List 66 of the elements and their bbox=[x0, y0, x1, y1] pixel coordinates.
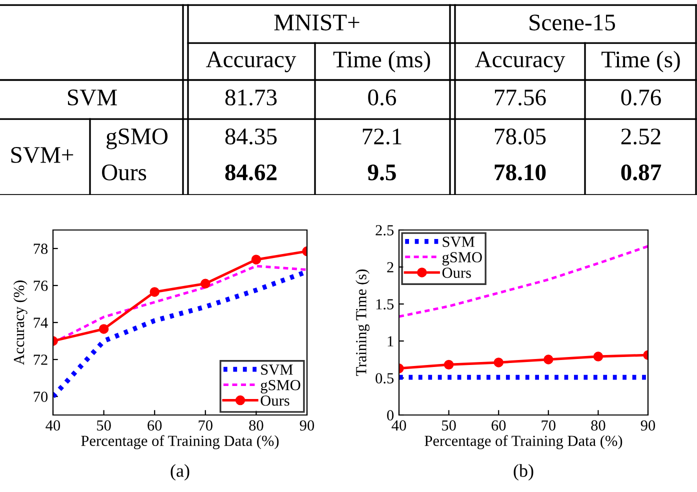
point bbox=[494, 358, 504, 368]
y-tick-label: 2 bbox=[387, 262, 394, 272]
x-tick-label: 70 bbox=[542, 420, 556, 431]
text: SVM+ bbox=[11, 147, 74, 164]
point bbox=[98, 324, 109, 334]
text: 0.6 bbox=[368, 89, 396, 106]
point bbox=[444, 360, 454, 370]
legend-label: SVM bbox=[442, 236, 474, 248]
y-tick-label: 2.5 bbox=[376, 225, 394, 236]
text: 0.87 bbox=[621, 164, 662, 180]
x-tick-label: 40 bbox=[46, 420, 60, 431]
x-tick-label: 80 bbox=[591, 420, 606, 431]
text: 84.62 bbox=[225, 164, 277, 180]
x-axis-title: Percentage of Training Data (%) bbox=[81, 435, 279, 450]
legend-label: Ours bbox=[442, 268, 471, 278]
text: 72.1 bbox=[362, 128, 402, 145]
x-tick-label: 70 bbox=[198, 420, 212, 431]
x-axis-title: Percentage of Training Data (%) bbox=[424, 435, 622, 450]
legend-label: gSMO bbox=[260, 380, 300, 394]
x-tick-label: 60 bbox=[492, 420, 506, 431]
y-tick-label: 78 bbox=[34, 244, 48, 254]
y-tick-label: 70 bbox=[34, 392, 48, 402]
text: Scene-15 bbox=[530, 14, 615, 30]
text: gSMO bbox=[106, 128, 168, 150]
x-tick-label: 90 bbox=[640, 420, 656, 431]
text: Time (s) bbox=[602, 50, 680, 72]
y-tick-label: 1 bbox=[388, 336, 394, 346]
y-tick-label: 1.5 bbox=[376, 299, 394, 310]
y-tick-label: 72 bbox=[34, 354, 48, 365]
x-tick-label: 80 bbox=[249, 420, 264, 431]
x-tick-label: 90 bbox=[300, 420, 314, 431]
text: Accuracy bbox=[206, 52, 296, 72]
text: (a) bbox=[170, 464, 190, 481]
x-tick-label: 60 bbox=[148, 420, 162, 431]
point bbox=[544, 354, 554, 364]
x-tick-label: 50 bbox=[442, 420, 456, 431]
y-tick-label: 0.5 bbox=[376, 373, 394, 384]
y-axis-title: Training Time (s) bbox=[356, 270, 370, 376]
text: (b) bbox=[514, 464, 534, 481]
x-tick-label: 50 bbox=[97, 420, 111, 431]
text: SVM bbox=[68, 90, 117, 106]
text: 84.35 bbox=[225, 128, 277, 145]
point bbox=[150, 287, 160, 297]
text: 77.56 bbox=[494, 90, 546, 106]
y-tick-label: 0 bbox=[387, 410, 394, 420]
point bbox=[200, 278, 210, 289]
text: 2.52 bbox=[621, 128, 660, 145]
x-tick-label: 40 bbox=[392, 420, 406, 431]
text: Accuracy bbox=[475, 52, 566, 72]
legend-label: gSMO bbox=[442, 252, 482, 266]
text: 0.76 bbox=[621, 89, 661, 106]
text: Ours bbox=[102, 164, 146, 180]
text: 9.5 bbox=[368, 164, 396, 180]
legend-label: Ours bbox=[260, 396, 290, 406]
text: 78.05 bbox=[494, 128, 546, 145]
point bbox=[251, 254, 262, 264]
text: 81.73 bbox=[225, 89, 277, 106]
text: 78.10 bbox=[494, 164, 546, 180]
text: Time (ms) bbox=[333, 50, 430, 72]
text: MNIST+ bbox=[274, 14, 360, 30]
legend-label: SVM bbox=[261, 364, 293, 375]
point bbox=[593, 352, 604, 362]
y-tick-label: 76 bbox=[34, 280, 48, 291]
y-axis-title: Accuracy (%) bbox=[13, 280, 28, 365]
y-tick-label: 74 bbox=[34, 318, 48, 328]
line-series bbox=[399, 245, 648, 318]
